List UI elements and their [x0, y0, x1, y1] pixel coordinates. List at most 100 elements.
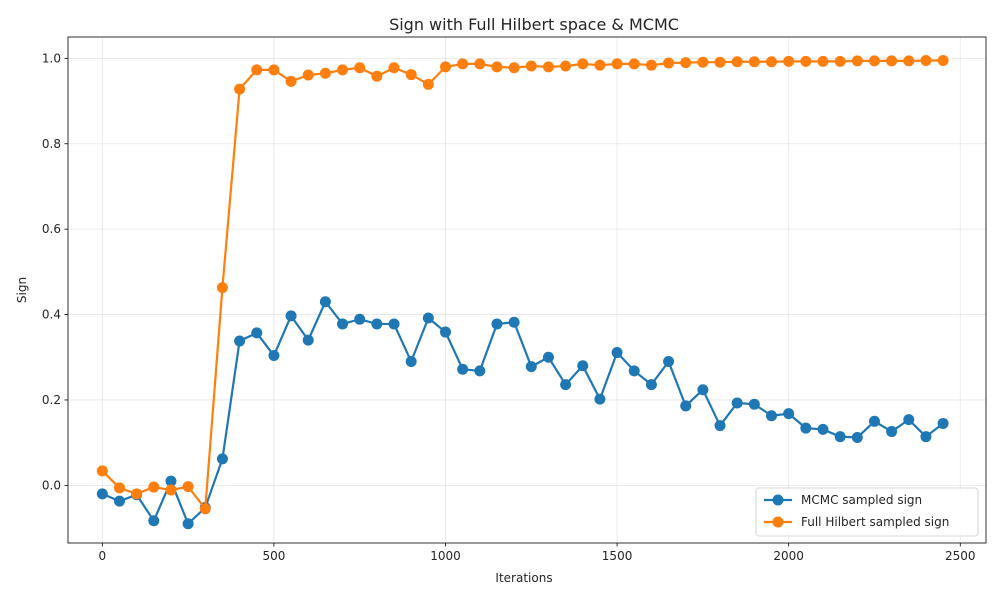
data-point [903, 414, 915, 426]
data-point [131, 488, 143, 500]
data-point [766, 56, 778, 68]
y-axis-label: Sign [15, 277, 29, 303]
data-point [714, 420, 726, 432]
data-point [611, 58, 623, 70]
data-point [868, 55, 880, 67]
data-point [920, 54, 932, 66]
data-point [422, 312, 434, 324]
data-point [800, 55, 812, 67]
data-point [182, 518, 194, 530]
data-point [560, 60, 572, 72]
data-point [234, 335, 246, 347]
data-point [234, 83, 246, 95]
data-point [388, 62, 400, 74]
y-tick-label: 0.0 [42, 478, 61, 492]
data-point [628, 365, 640, 377]
data-point [868, 415, 880, 427]
data-point [405, 356, 417, 368]
data-point [731, 56, 743, 68]
x-tick-label: 1500 [602, 549, 633, 563]
data-point [285, 310, 297, 322]
y-tick-label: 0.8 [42, 137, 61, 151]
data-point [542, 61, 554, 73]
data-point [371, 318, 383, 330]
data-point [457, 363, 469, 375]
series-group [96, 54, 949, 530]
data-point [834, 55, 846, 67]
data-point [851, 55, 863, 67]
data-point [337, 64, 349, 76]
legend-label: Full Hilbert sampled sign [801, 515, 949, 529]
data-point [594, 59, 606, 71]
data-point [491, 318, 503, 330]
data-point [645, 379, 657, 391]
data-point [800, 422, 812, 434]
data-point [937, 417, 949, 429]
data-point [354, 313, 366, 325]
y-tick-label: 0.4 [42, 308, 61, 322]
data-point [268, 350, 280, 362]
data-point [302, 334, 314, 346]
y-tick-label: 0.2 [42, 393, 61, 407]
axis-ticks: 0 500 1000 1500 2000 2500 0.0 0.2 0.4 0.6 0.8 1.0 [42, 51, 976, 563]
y-tick-label: 1.0 [42, 51, 61, 65]
data-point [113, 495, 125, 507]
data-point [748, 56, 760, 68]
data-point [731, 397, 743, 409]
data-point [577, 360, 589, 372]
data-point [405, 69, 417, 81]
legend-label: MCMC sampled sign [801, 493, 922, 507]
data-point [165, 484, 177, 496]
data-point [216, 453, 228, 465]
data-point [439, 61, 451, 73]
data-point [422, 78, 434, 90]
data-point [337, 318, 349, 330]
data-point [594, 393, 606, 405]
data-point [251, 64, 263, 76]
data-point [903, 55, 915, 67]
data-point [96, 465, 108, 477]
data-point [148, 515, 160, 527]
data-point [439, 326, 451, 338]
data-point [165, 475, 177, 487]
data-point [319, 296, 331, 308]
data-point [680, 400, 692, 412]
data-point [508, 316, 520, 328]
data-point [491, 61, 503, 73]
data-point [113, 482, 125, 494]
x-tick-label: 2000 [773, 549, 804, 563]
data-point [834, 431, 846, 443]
x-tick-label: 2500 [945, 549, 976, 563]
data-point [371, 70, 383, 82]
x-axis-label: Iterations [495, 571, 552, 585]
data-point [680, 57, 692, 69]
data-point [663, 356, 675, 368]
legend: MCMC sampled sign Full Hilbert sampled si… [755, 487, 979, 537]
data-point [542, 351, 554, 363]
data-point [148, 481, 160, 493]
data-point [611, 347, 623, 359]
legend-box [755, 487, 979, 537]
data-point [766, 410, 778, 422]
data-point [251, 327, 263, 339]
series-2 [96, 54, 949, 515]
data-point [285, 75, 297, 87]
data-point [920, 431, 932, 443]
legend-marker [772, 494, 784, 506]
data-point [525, 361, 537, 373]
x-tick-label: 500 [262, 549, 285, 563]
data-point [886, 55, 898, 67]
data-point [937, 54, 949, 66]
data-point [697, 56, 709, 68]
data-point [886, 426, 898, 438]
data-point [199, 503, 211, 515]
data-point [388, 318, 400, 330]
x-tick-label: 1000 [430, 549, 461, 563]
data-point [577, 58, 589, 70]
data-point [457, 58, 469, 70]
data-point [817, 423, 829, 435]
chart-title: Sign with Full Hilbert space & MCMC [389, 15, 679, 34]
data-point [783, 408, 795, 420]
data-point [560, 379, 572, 391]
